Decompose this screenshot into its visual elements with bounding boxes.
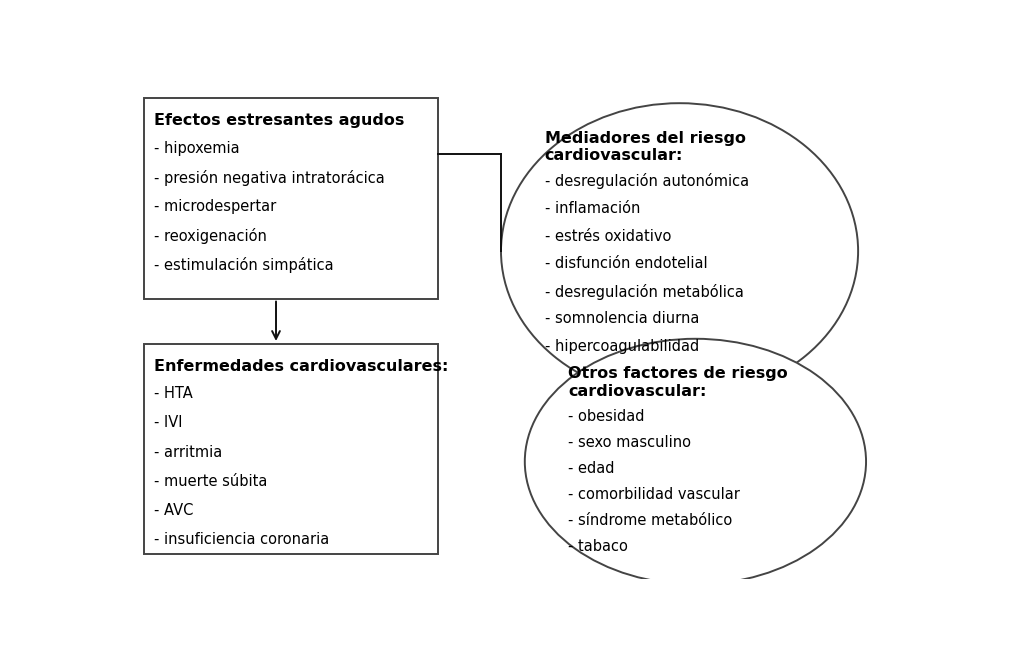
Text: - insuficiencia coronaria: - insuficiencia coronaria: [155, 532, 330, 547]
Text: - somnolencia diurna: - somnolencia diurna: [545, 311, 699, 326]
Ellipse shape: [501, 104, 858, 399]
Text: - microdespertar: - microdespertar: [155, 199, 276, 214]
Text: - muerte súbita: - muerte súbita: [155, 474, 267, 489]
Text: Otros factores de riesgo
cardiovascular:: Otros factores de riesgo cardiovascular:: [568, 367, 788, 399]
Text: Efectos estresantes agudos: Efectos estresantes agudos: [155, 113, 404, 128]
Text: - estimulación simpática: - estimulación simpática: [155, 257, 334, 273]
Text: - edad: - edad: [568, 461, 615, 476]
FancyBboxPatch shape: [143, 344, 437, 555]
Text: - HTA: - HTA: [155, 387, 193, 402]
Text: - sexo masculino: - sexo masculino: [568, 435, 691, 450]
Text: - desregulación metabólica: - desregulación metabólica: [545, 284, 743, 299]
Text: - inflamación: - inflamación: [545, 201, 640, 216]
Text: - hipercoagulabilidad: - hipercoagulabilidad: [545, 339, 699, 353]
Text: - hipoxemia: - hipoxemia: [155, 141, 240, 156]
Text: - arritmia: - arritmia: [155, 445, 222, 460]
Text: - obesidad: - obesidad: [568, 409, 645, 424]
Text: - AVC: - AVC: [155, 503, 194, 518]
Text: - IVI: - IVI: [155, 415, 182, 430]
Text: Mediadores del riesgo
cardiovascular:: Mediadores del riesgo cardiovascular:: [545, 131, 745, 163]
Text: Enfermedades cardiovasculares:: Enfermedades cardiovasculares:: [155, 359, 449, 374]
Text: - tabaco: - tabaco: [568, 539, 629, 554]
Text: - desregulación autonómica: - desregulación autonómica: [545, 173, 749, 189]
Text: - disfunción endotelial: - disfunción endotelial: [545, 256, 708, 271]
Ellipse shape: [524, 339, 866, 585]
Text: - presión negativa intratorácica: - presión negativa intratorácica: [155, 170, 385, 186]
Text: - síndrome metabólico: - síndrome metabólico: [568, 513, 733, 528]
FancyBboxPatch shape: [143, 98, 437, 299]
Text: - reoxigenación: - reoxigenación: [155, 228, 267, 244]
Text: - estrés oxidativo: - estrés oxidativo: [545, 229, 671, 243]
Text: - comorbilidad vascular: - comorbilidad vascular: [568, 487, 740, 502]
